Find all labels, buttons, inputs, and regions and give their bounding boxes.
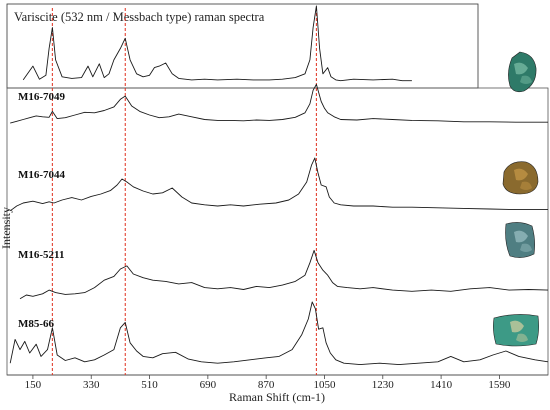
y-axis-title: Intensity <box>0 207 13 249</box>
reference-lines <box>51 8 317 375</box>
sample-label-m16-7049: M16-7049 <box>18 91 66 103</box>
spectrum-trace-m85-66 <box>9 301 549 366</box>
spectrum-trace-m16-7044 <box>9 157 548 212</box>
sample-label-m85-66: M85-66 <box>18 318 55 330</box>
sample-photo-m85-66 <box>493 314 539 347</box>
plot-frame <box>6 87 549 376</box>
sample-label-m16-7044: M16-7044 <box>18 169 66 181</box>
x-tick-label: 690 <box>200 379 217 391</box>
sample-photos <box>493 51 539 347</box>
reference-spectrum-title: Variscite (532 nm / Messbach type) raman… <box>14 10 265 24</box>
spectrum-trace-m16-7049 <box>10 83 548 124</box>
x-tick-label: 1050 <box>313 379 336 391</box>
sample-labels: M16-7049 M16-7044 M16-5211 M85-66 <box>18 91 66 330</box>
sample-photo-m16-7044 <box>502 161 539 195</box>
spectrum-trace-m16-5211 <box>19 249 549 300</box>
x-axis-title: Raman Shift (cm-1) <box>229 390 325 404</box>
sample-photo-m16-5211 <box>505 222 535 258</box>
sample-photo-m16-7049 <box>508 51 537 93</box>
x-tick-label: 1230 <box>372 379 395 391</box>
x-tick-label: 510 <box>141 379 158 391</box>
x-tick-label: 870 <box>258 379 275 391</box>
x-ticks: 150 330 510 690 870 1050 1230 1410 1590 <box>25 375 511 391</box>
x-tick-label: 1590 <box>488 379 511 391</box>
spectrum-trace-reference <box>22 5 412 82</box>
sample-label-m16-5211: M16-5211 <box>18 249 64 261</box>
x-tick-label: 150 <box>25 379 42 391</box>
x-tick-label: 1410 <box>430 379 453 391</box>
spectra-group <box>9 5 549 366</box>
x-tick-label: 330 <box>83 379 100 391</box>
